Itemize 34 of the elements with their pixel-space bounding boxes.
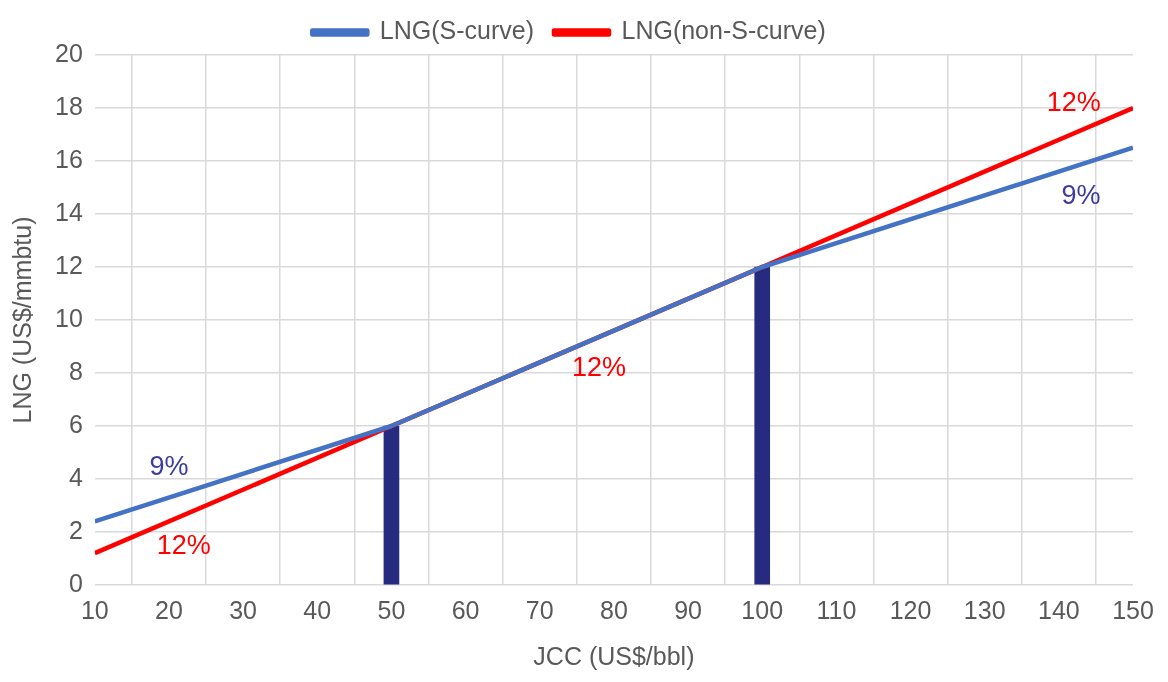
- x-tick-label: 50: [377, 595, 406, 624]
- y-tick-label: 0: [68, 568, 83, 597]
- x-tick-label: 140: [1037, 595, 1080, 624]
- y-tick-label: 6: [68, 409, 83, 438]
- y-axis-title: LNG (US$/mmbtu): [7, 216, 36, 424]
- y-tick-label: 8: [68, 356, 83, 385]
- x-tick-label: 100: [741, 595, 784, 624]
- y-tick-label: 2: [68, 515, 83, 544]
- annotation: 12%: [156, 530, 211, 561]
- y-tick-label: 16: [55, 144, 83, 173]
- annotation: 9%: [149, 451, 189, 481]
- y-tick-label: 20: [55, 38, 83, 67]
- legend-label: LNG(S-curve): [379, 16, 534, 45]
- x-tick-label: 40: [303, 595, 332, 624]
- x-tick-label: 110: [816, 595, 857, 624]
- x-tick-label: 80: [600, 595, 628, 624]
- x-tick-label: 150: [1112, 595, 1154, 624]
- legend-label: LNG(non-S-curve): [621, 16, 826, 45]
- x-tick-label: 70: [525, 595, 554, 624]
- x-axis-title: JCC (US$/bbl): [533, 641, 695, 670]
- annotation: 9%: [1061, 179, 1101, 210]
- annotation: 12%: [572, 352, 627, 383]
- x-tick-label: 130: [963, 595, 1006, 624]
- x-tick-label: 120: [889, 595, 932, 624]
- x-tick-label: 90: [674, 595, 702, 624]
- x-tick-label: 60: [451, 595, 480, 624]
- x-tick-label: 20: [155, 595, 183, 624]
- y-tick-label: 18: [55, 91, 83, 120]
- y-tick-label: 4: [68, 462, 83, 491]
- y-tick-label: 12: [55, 250, 83, 279]
- y-tick-label: 10: [55, 303, 83, 332]
- x-tick-label: 30: [229, 595, 258, 624]
- y-tick-label: 14: [55, 197, 83, 226]
- annotation: 12%: [1046, 86, 1101, 117]
